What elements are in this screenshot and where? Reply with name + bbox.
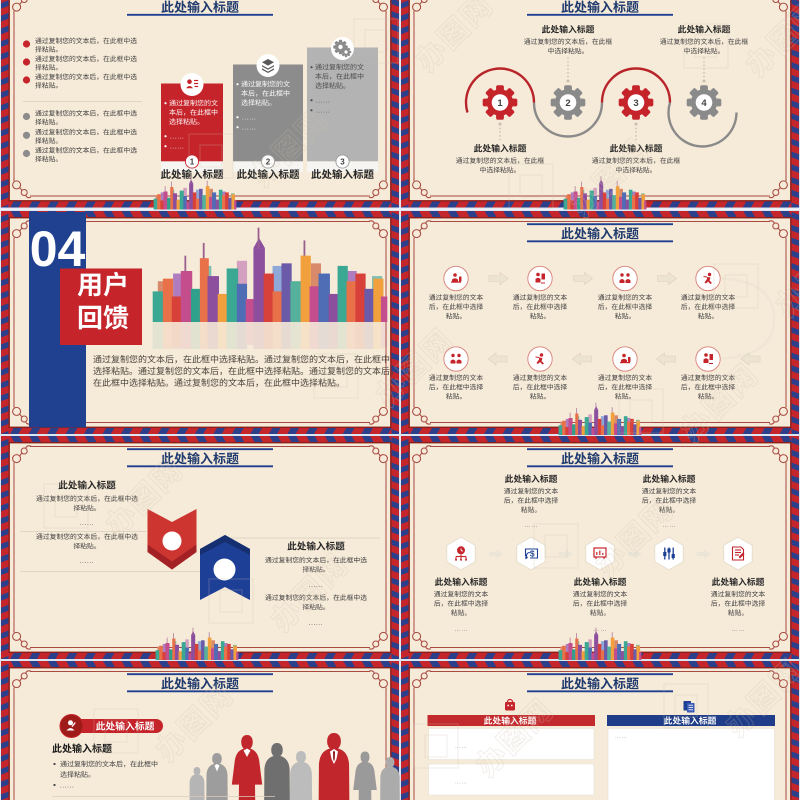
svg-text:......: ...... (316, 98, 330, 105)
svg-text:......: ...... (316, 108, 330, 115)
svg-text:04: 04 (30, 221, 86, 277)
svg-text:$: $ (530, 549, 535, 559)
svg-text:... ...: ... ... (455, 780, 467, 786)
svg-text:......: ...... (309, 620, 323, 627)
svg-text:... ...: ... ... (455, 744, 467, 750)
svg-text:... ...: ... ... (455, 626, 468, 633)
svg-text:2: 2 (565, 98, 570, 109)
svg-text:......: ...... (309, 582, 323, 589)
svg-text:... ...: ... ... (732, 626, 745, 633)
svg-text:......: ...... (80, 558, 94, 565)
svg-text:... ...: ... ... (525, 522, 538, 529)
svg-text:... ...: ... ... (615, 734, 627, 740)
svg-text:3: 3 (340, 158, 345, 167)
svg-text:2: 2 (266, 158, 271, 167)
svg-text:......: ...... (60, 783, 74, 790)
svg-text:3: 3 (633, 98, 638, 109)
svg-text:......: ...... (242, 115, 256, 122)
svg-text:......: ...... (80, 520, 94, 527)
svg-text:... ...: ... ... (663, 522, 676, 529)
svg-text:... ...: ... ... (594, 626, 607, 633)
svg-text:1: 1 (190, 158, 195, 167)
svg-text:......: ...... (242, 125, 256, 132)
svg-text:......: ...... (170, 134, 184, 141)
svg-text:4: 4 (701, 98, 707, 109)
svg-text:......: ...... (170, 144, 184, 151)
svg-text:1: 1 (497, 98, 503, 109)
